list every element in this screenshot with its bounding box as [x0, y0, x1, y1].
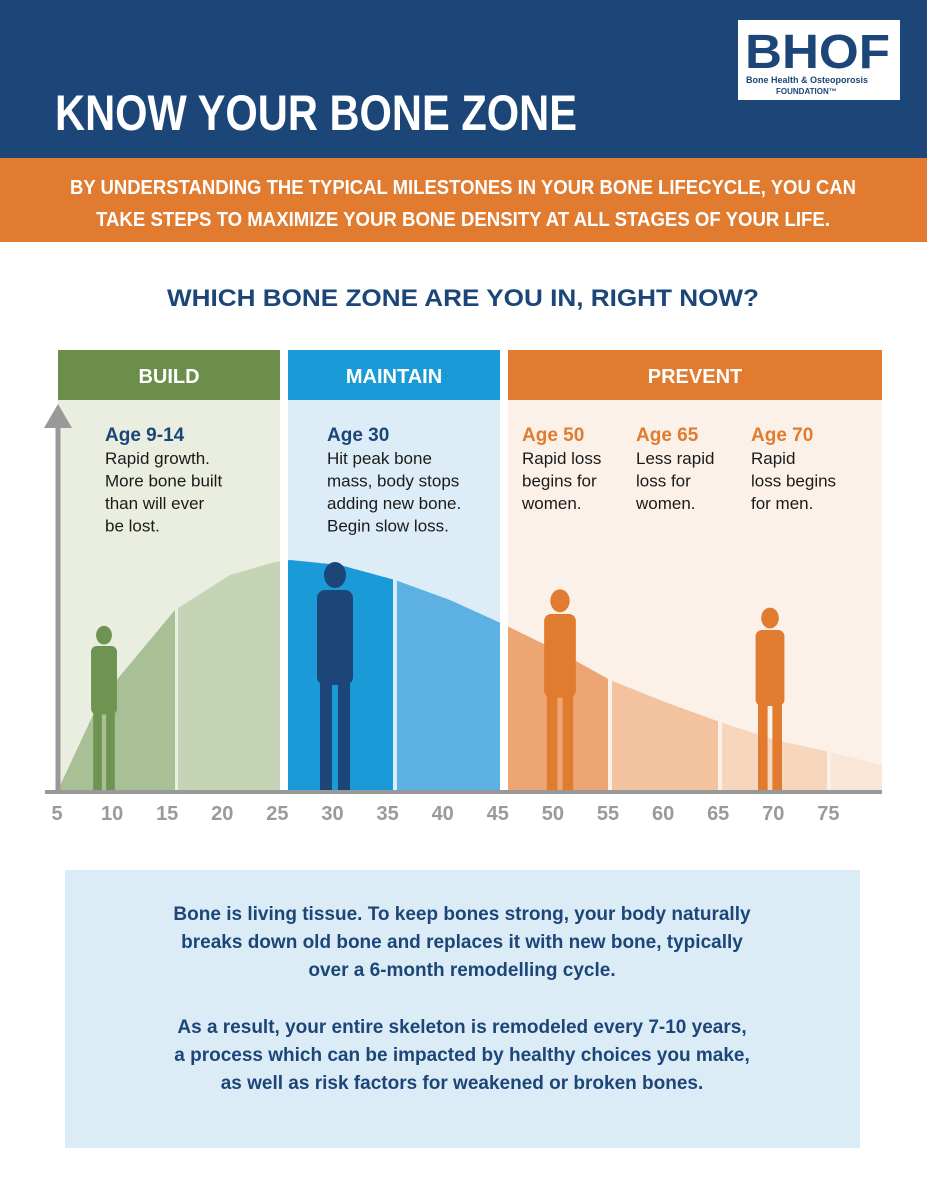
head — [761, 607, 779, 629]
leg — [546, 694, 558, 790]
silhouette — [91, 625, 117, 790]
curve-segment — [612, 680, 718, 790]
head — [550, 589, 570, 613]
milestone-text: loss begins — [751, 472, 836, 491]
zone-header — [288, 350, 500, 400]
milestone-text: Less rapid — [636, 449, 714, 468]
x-tick-label: 15 — [156, 803, 178, 825]
zone-header — [508, 350, 882, 400]
leg — [338, 682, 350, 790]
leg — [772, 703, 782, 790]
milestone-text: Rapid — [751, 449, 795, 468]
info-line: Bone is living tissue. To keep bones str… — [173, 904, 751, 925]
torso — [317, 590, 353, 685]
y-arrow — [44, 404, 72, 428]
milestone-text: Rapid growth. — [105, 449, 210, 468]
intro-line: BY UNDERSTANDING THE TYPICAL MILESTONES … — [70, 177, 856, 199]
intro-band — [0, 158, 927, 242]
zone-header — [58, 350, 280, 400]
x-tick-label: 40 — [432, 803, 454, 825]
curve-segment — [178, 561, 280, 790]
leg — [562, 694, 574, 790]
logo-bg — [738, 20, 900, 100]
lifecycle-chart: BUILD MAINTAIN PREVENT 5 10 15 20 25 30 35 40 45 50 5… — [44, 350, 882, 825]
info-line: over a 6-month remodelling cycle. — [308, 960, 615, 981]
x-tick-label: 5 — [51, 803, 62, 825]
x-tick-label: 35 — [376, 803, 398, 825]
info-box — [65, 870, 860, 1148]
milestone-age: Age 30 — [327, 425, 389, 446]
milestone-age: Age 70 — [751, 425, 813, 446]
milestone-text: Begin slow loss. — [327, 517, 449, 536]
milestone-text: Hit peak bone — [327, 449, 432, 468]
silhouette — [755, 607, 785, 790]
milestone-text: mass, body stops — [327, 472, 459, 491]
milestone-age: Age 9-14 — [105, 425, 185, 446]
milestone-age: Age 50 — [522, 425, 584, 446]
intro-line: TAKE STEPS TO MAXIMIZE YOUR BONE DENSITY… — [96, 209, 830, 231]
milestone-text: Rapid loss — [522, 449, 601, 468]
leg — [106, 712, 115, 790]
curve-segment — [508, 626, 608, 790]
info-line: a process which can be impacted by healt… — [174, 1045, 750, 1066]
zone-label: BUILD — [138, 366, 199, 388]
logo-line: Bone Health & Osteoporosis — [746, 75, 868, 85]
milestone-text: women. — [521, 494, 582, 513]
milestone-text: be lost. — [105, 517, 160, 536]
question: WHICH BONE ZONE ARE YOU IN, RIGHT NOW? — [167, 285, 759, 312]
x-tick-label: 10 — [101, 803, 123, 825]
x-tick-label: 45 — [487, 803, 509, 825]
milestone-text: loss for — [636, 472, 691, 491]
milestone-age: Age 65 — [636, 425, 699, 446]
leg — [320, 682, 332, 790]
x-tick-label: 55 — [597, 803, 619, 825]
x-tick-label: 50 — [542, 803, 564, 825]
torso — [91, 646, 117, 715]
leg — [758, 703, 768, 790]
zone-label: PREVENT — [648, 366, 742, 388]
milestone-text: adding new bone. — [327, 494, 461, 513]
info-text: Bone is living tissue. To keep bones str… — [173, 904, 751, 1094]
info-line: breaks down old bone and replaces it wit… — [181, 932, 743, 953]
silhouette — [317, 562, 353, 790]
milestone-text: More bone built — [105, 472, 222, 491]
milestone-text: for men. — [751, 494, 813, 513]
logo: BHOF — [745, 26, 890, 79]
logo-line: FOUNDATION™ — [776, 87, 837, 96]
milestone-text: begins for — [522, 472, 597, 491]
head — [324, 562, 346, 588]
title: KNOW YOUR BONE ZONE — [55, 85, 577, 141]
leg — [93, 712, 102, 790]
torso — [544, 614, 576, 698]
x-tick-label: 65 — [707, 803, 729, 825]
milestone-text: than will ever — [105, 494, 205, 513]
x-tick-label: 60 — [652, 803, 674, 825]
x-tick-label: 20 — [211, 803, 233, 825]
x-tick-label: 70 — [762, 803, 784, 825]
silhouette — [544, 589, 576, 790]
info-line: As a result, your entire skeleton is rem… — [177, 1017, 746, 1038]
zone-label: MAINTAIN — [346, 366, 442, 388]
info-line: as well as risk factors for weakened or … — [221, 1073, 704, 1094]
curve-segment — [831, 752, 882, 790]
x-tick-label: 30 — [321, 803, 343, 825]
x-tick-label: 25 — [266, 803, 288, 825]
milestone-text: women. — [635, 494, 696, 513]
head — [96, 625, 112, 645]
torso — [755, 630, 785, 706]
x-tick-label: 75 — [817, 803, 839, 825]
curve-segment — [397, 580, 500, 790]
